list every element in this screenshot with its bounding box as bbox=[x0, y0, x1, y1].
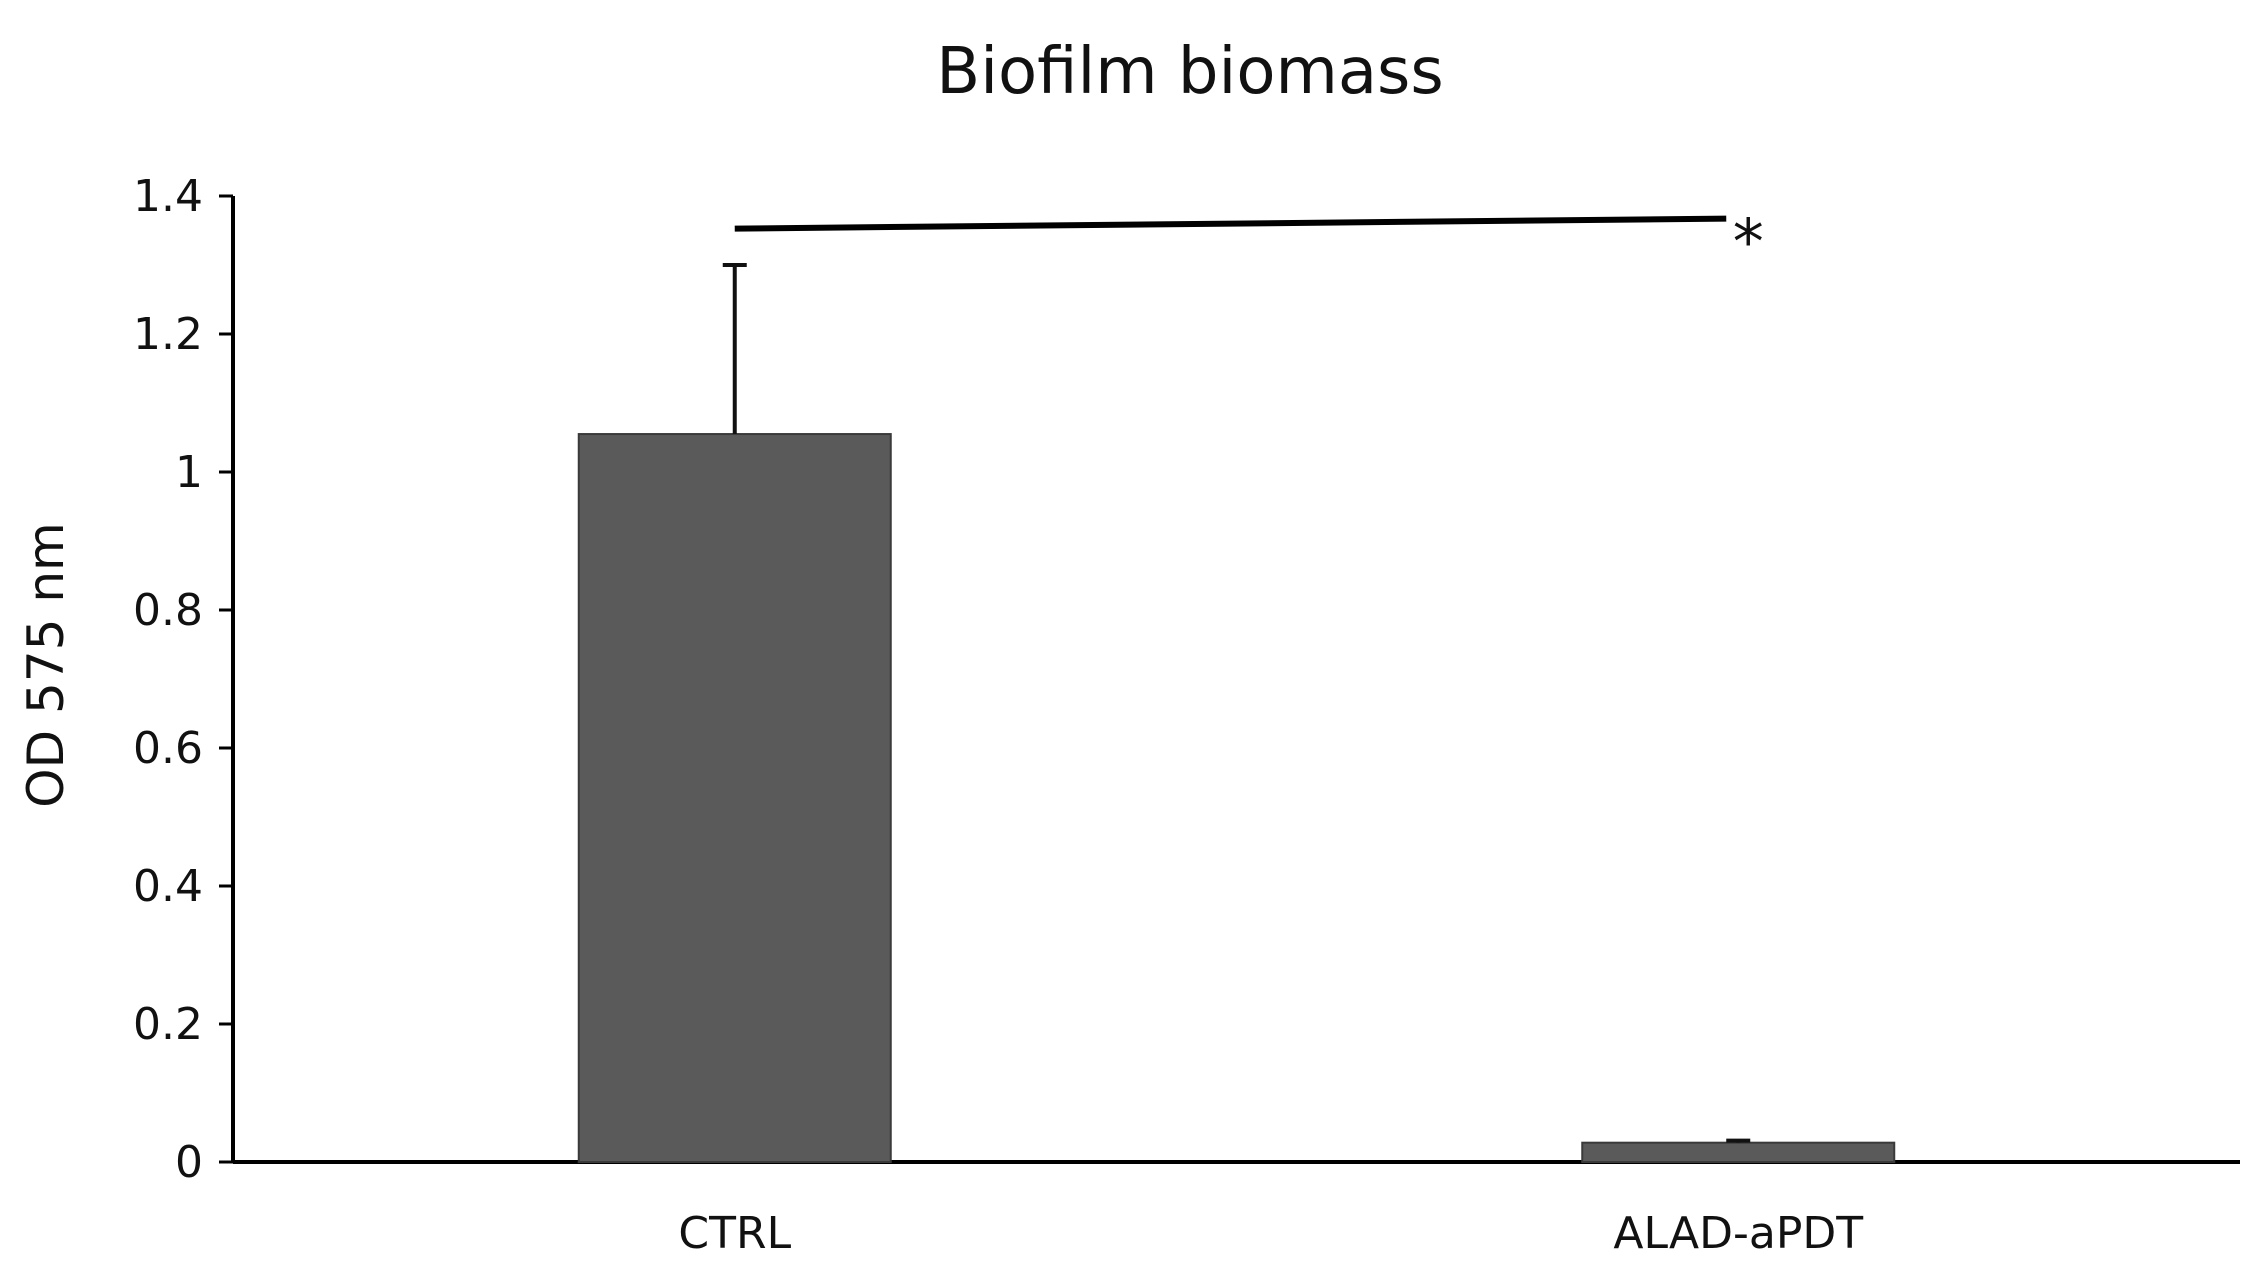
y-axis-label: OD 575 nm bbox=[17, 522, 75, 807]
y-tick-label: 0.6 bbox=[133, 723, 203, 774]
bar-alad-apdt bbox=[1581, 1141, 1896, 1164]
significance-asterisk: * bbox=[1733, 206, 1764, 279]
x-category-label: ALAD-aPDT bbox=[1613, 1208, 1863, 1259]
y-tick-label: 0.4 bbox=[133, 861, 203, 912]
y-tick-label: 1.2 bbox=[133, 309, 203, 360]
x-category-label: CTRL bbox=[678, 1208, 791, 1259]
bar-ctrl bbox=[577, 433, 892, 1163]
y-tick-label: 0.2 bbox=[133, 999, 203, 1050]
y-tick-label: 1 bbox=[175, 447, 203, 498]
y-tick-label: 0 bbox=[175, 1137, 203, 1188]
chart-title: Biofilm biomass bbox=[936, 35, 1443, 109]
significance-line bbox=[734, 215, 1727, 232]
y-tick-label: 1.4 bbox=[133, 171, 203, 222]
y-tick-label: 0.8 bbox=[133, 585, 203, 636]
